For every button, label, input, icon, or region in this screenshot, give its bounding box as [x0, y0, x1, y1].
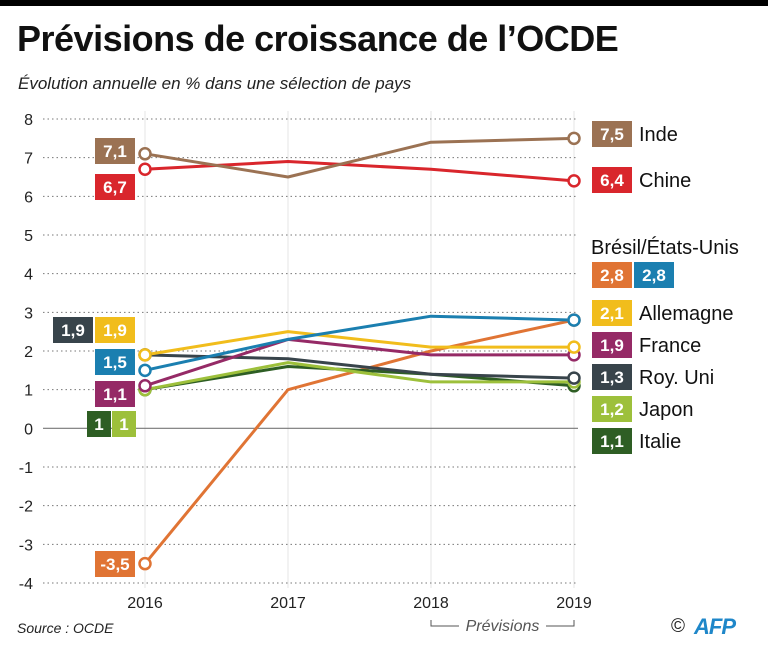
- start-label-allemagne-bg: [95, 317, 135, 343]
- start-point-france: [138, 379, 152, 393]
- start-point-allemagne: [138, 348, 152, 362]
- chart-title: Prévisions de croissance de l’OCDE: [17, 18, 619, 59]
- end-label-japon-bg: [592, 396, 632, 422]
- start-label-etats-unis: 1,5: [103, 353, 127, 372]
- series-line-france: [144, 337, 574, 388]
- series-line-allemagne: [144, 330, 574, 357]
- copyright-icon: ©: [671, 616, 685, 637]
- start-label-allemagne: 1,9: [103, 321, 127, 340]
- y-tick-label: 0: [24, 421, 33, 438]
- y-tick-label: -3: [19, 537, 33, 554]
- legend-name-inde: Inde: [639, 124, 678, 146]
- chart-subtitle: Évolution annuelle en % dans une sélecti…: [18, 74, 412, 93]
- start-label-bresil-bg: [95, 551, 135, 577]
- start-point-br-sil: [138, 556, 152, 571]
- end-label-italie: 1,1: [600, 432, 624, 451]
- end-label-france: 1,9: [600, 336, 624, 355]
- end-label-bresil-bg: [592, 262, 632, 288]
- end-label-etats-unis: 2,8: [642, 266, 666, 285]
- start-point-inde: [138, 147, 152, 161]
- start-label-italie: 1: [94, 415, 103, 434]
- y-tick-label: 3: [24, 305, 33, 322]
- end-label-france-bg: [592, 332, 632, 358]
- end-label-bresil: 2,8: [600, 266, 624, 285]
- series-line-inde: [144, 136, 575, 179]
- x-tick-label: 2018: [413, 595, 449, 612]
- forecast-bracket-right: [546, 620, 575, 627]
- legend-name-roy-uni: Roy. Uni: [639, 367, 714, 389]
- start-label-france-bg: [95, 381, 135, 407]
- start-label-italie-bg: [87, 411, 111, 437]
- start-label-inde: 7,1: [103, 142, 127, 161]
- forecast-label: Prévisions: [466, 618, 540, 635]
- y-tick-label: 2: [24, 344, 33, 361]
- series-line-japon: [144, 361, 574, 392]
- start-label-etats-unis-bg: [95, 349, 135, 375]
- end-label-chine-bg: [592, 167, 632, 193]
- start-label-chine-bg: [95, 174, 135, 200]
- y-tick-label: 7: [24, 151, 33, 168]
- y-tick-label: -1: [19, 460, 33, 477]
- legend-name-chine: Chine: [639, 170, 691, 192]
- legend-name-italie: Italie: [639, 431, 681, 453]
- legend-group-bresil-etats-unis: Brésil/États-Unis: [591, 236, 739, 259]
- end-label-etats-unis-bg: [634, 262, 674, 288]
- end-label-allemagne: 2,1: [600, 304, 624, 323]
- x-tick-label: 2017: [270, 595, 306, 612]
- series-line-roy-uni: [144, 353, 575, 380]
- start-label-japon: 1: [119, 415, 128, 434]
- y-tick-label: 6: [24, 189, 33, 206]
- y-tick-label: 4: [24, 267, 33, 284]
- x-tick-label: 2019: [556, 595, 592, 612]
- start-point--tats-unis: [138, 363, 152, 378]
- y-tick-label: 8: [24, 112, 33, 129]
- y-tick-label: 5: [24, 228, 33, 245]
- start-label-inde-bg: [95, 138, 135, 164]
- end-label-roy-uni-bg: [592, 364, 632, 390]
- series-line--tats-unis: [144, 314, 575, 372]
- start-label-roy-uni-bg: [53, 317, 93, 343]
- end-label-inde-bg: [592, 121, 632, 147]
- x-tick-label: 2016: [127, 595, 163, 612]
- series-line-italie: [144, 364, 575, 392]
- end-label-italie-bg: [592, 428, 632, 454]
- top-bar: [0, 0, 768, 6]
- end-label-chine: 6,4: [600, 171, 624, 190]
- end-point-allemagne: [567, 340, 581, 354]
- legend-name-japon: Japon: [639, 399, 694, 421]
- forecast-bracket-left: [430, 620, 459, 627]
- y-tick-label: -2: [19, 499, 33, 516]
- end-point-chine: [567, 174, 581, 188]
- end-label-inde: 7,5: [600, 125, 624, 144]
- end-label-roy-uni: 1,3: [600, 368, 624, 387]
- legend-name-allemagne: Allemagne: [639, 303, 734, 325]
- legend-name-france: France: [639, 335, 701, 357]
- start-label-roy-uni: 1,9: [61, 321, 85, 340]
- start-point-chine: [138, 162, 152, 177]
- start-label-france: 1,1: [103, 385, 127, 404]
- y-tick-label: -4: [19, 576, 33, 593]
- source-note: Source : OCDE: [17, 620, 114, 636]
- afp-logo: AFP: [694, 614, 736, 639]
- start-label-japon-bg: [112, 411, 136, 437]
- end-label-allemagne-bg: [592, 300, 632, 326]
- start-label-chine: 6,7: [103, 178, 127, 197]
- y-tick-label: 1: [24, 383, 33, 400]
- start-label-bresil: -3,5: [100, 555, 129, 574]
- end-point-inde: [567, 131, 581, 146]
- end-label-japon: 1,2: [600, 400, 624, 419]
- end-point--tats-unis: [567, 313, 581, 327]
- end-point-roy-uni: [567, 371, 581, 385]
